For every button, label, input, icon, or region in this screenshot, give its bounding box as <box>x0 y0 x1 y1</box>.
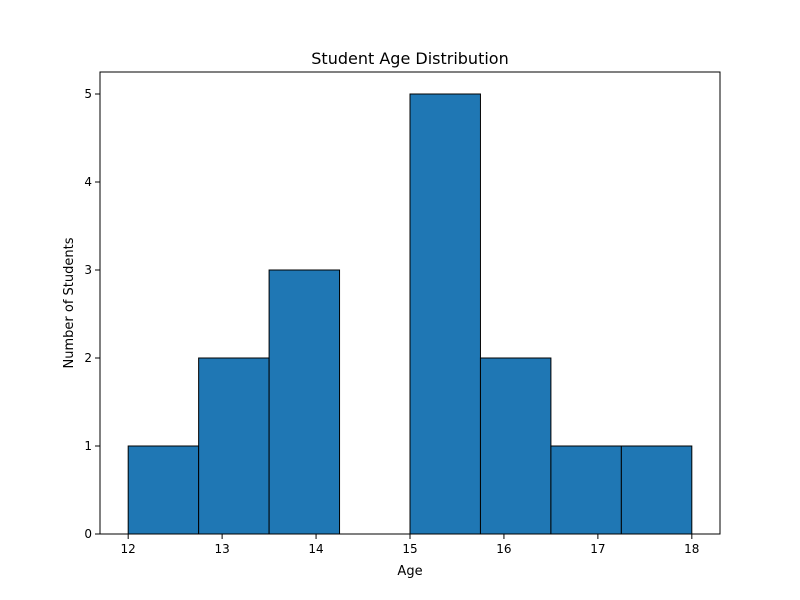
histogram-bar <box>620 445 693 535</box>
histogram-bar <box>198 357 270 535</box>
x-tick-label: 12 <box>121 542 136 556</box>
y-tick-label: 3 <box>84 263 92 277</box>
x-tick-label: 17 <box>590 542 605 556</box>
histogram-bar <box>409 93 481 535</box>
y-axis-label: Number of Students <box>62 237 77 368</box>
histogram-bar <box>268 269 341 535</box>
x-tick-label: 16 <box>496 542 511 556</box>
histogram-bar <box>127 445 200 535</box>
y-tick-label: 1 <box>84 439 92 453</box>
x-tick-label: 14 <box>308 542 323 556</box>
y-tick-label: 5 <box>84 87 92 101</box>
x-tick-label: 18 <box>684 542 699 556</box>
y-tick-label: 0 <box>84 527 92 541</box>
x-axis-ticks: 12 13 14 15 16 17 18 <box>121 534 699 556</box>
bars-group <box>127 93 693 535</box>
y-tick-label: 2 <box>84 351 92 365</box>
x-tick-label: 13 <box>214 542 229 556</box>
x-tick-label: 15 <box>402 542 417 556</box>
y-axis-ticks: 0 1 2 3 4 5 <box>84 87 100 541</box>
x-axis-label: Age <box>397 564 422 579</box>
y-tick-label: 4 <box>84 175 92 189</box>
histogram-bar <box>479 357 552 535</box>
chart-title: Student Age Distribution <box>311 49 508 68</box>
histogram-bar <box>550 445 622 535</box>
